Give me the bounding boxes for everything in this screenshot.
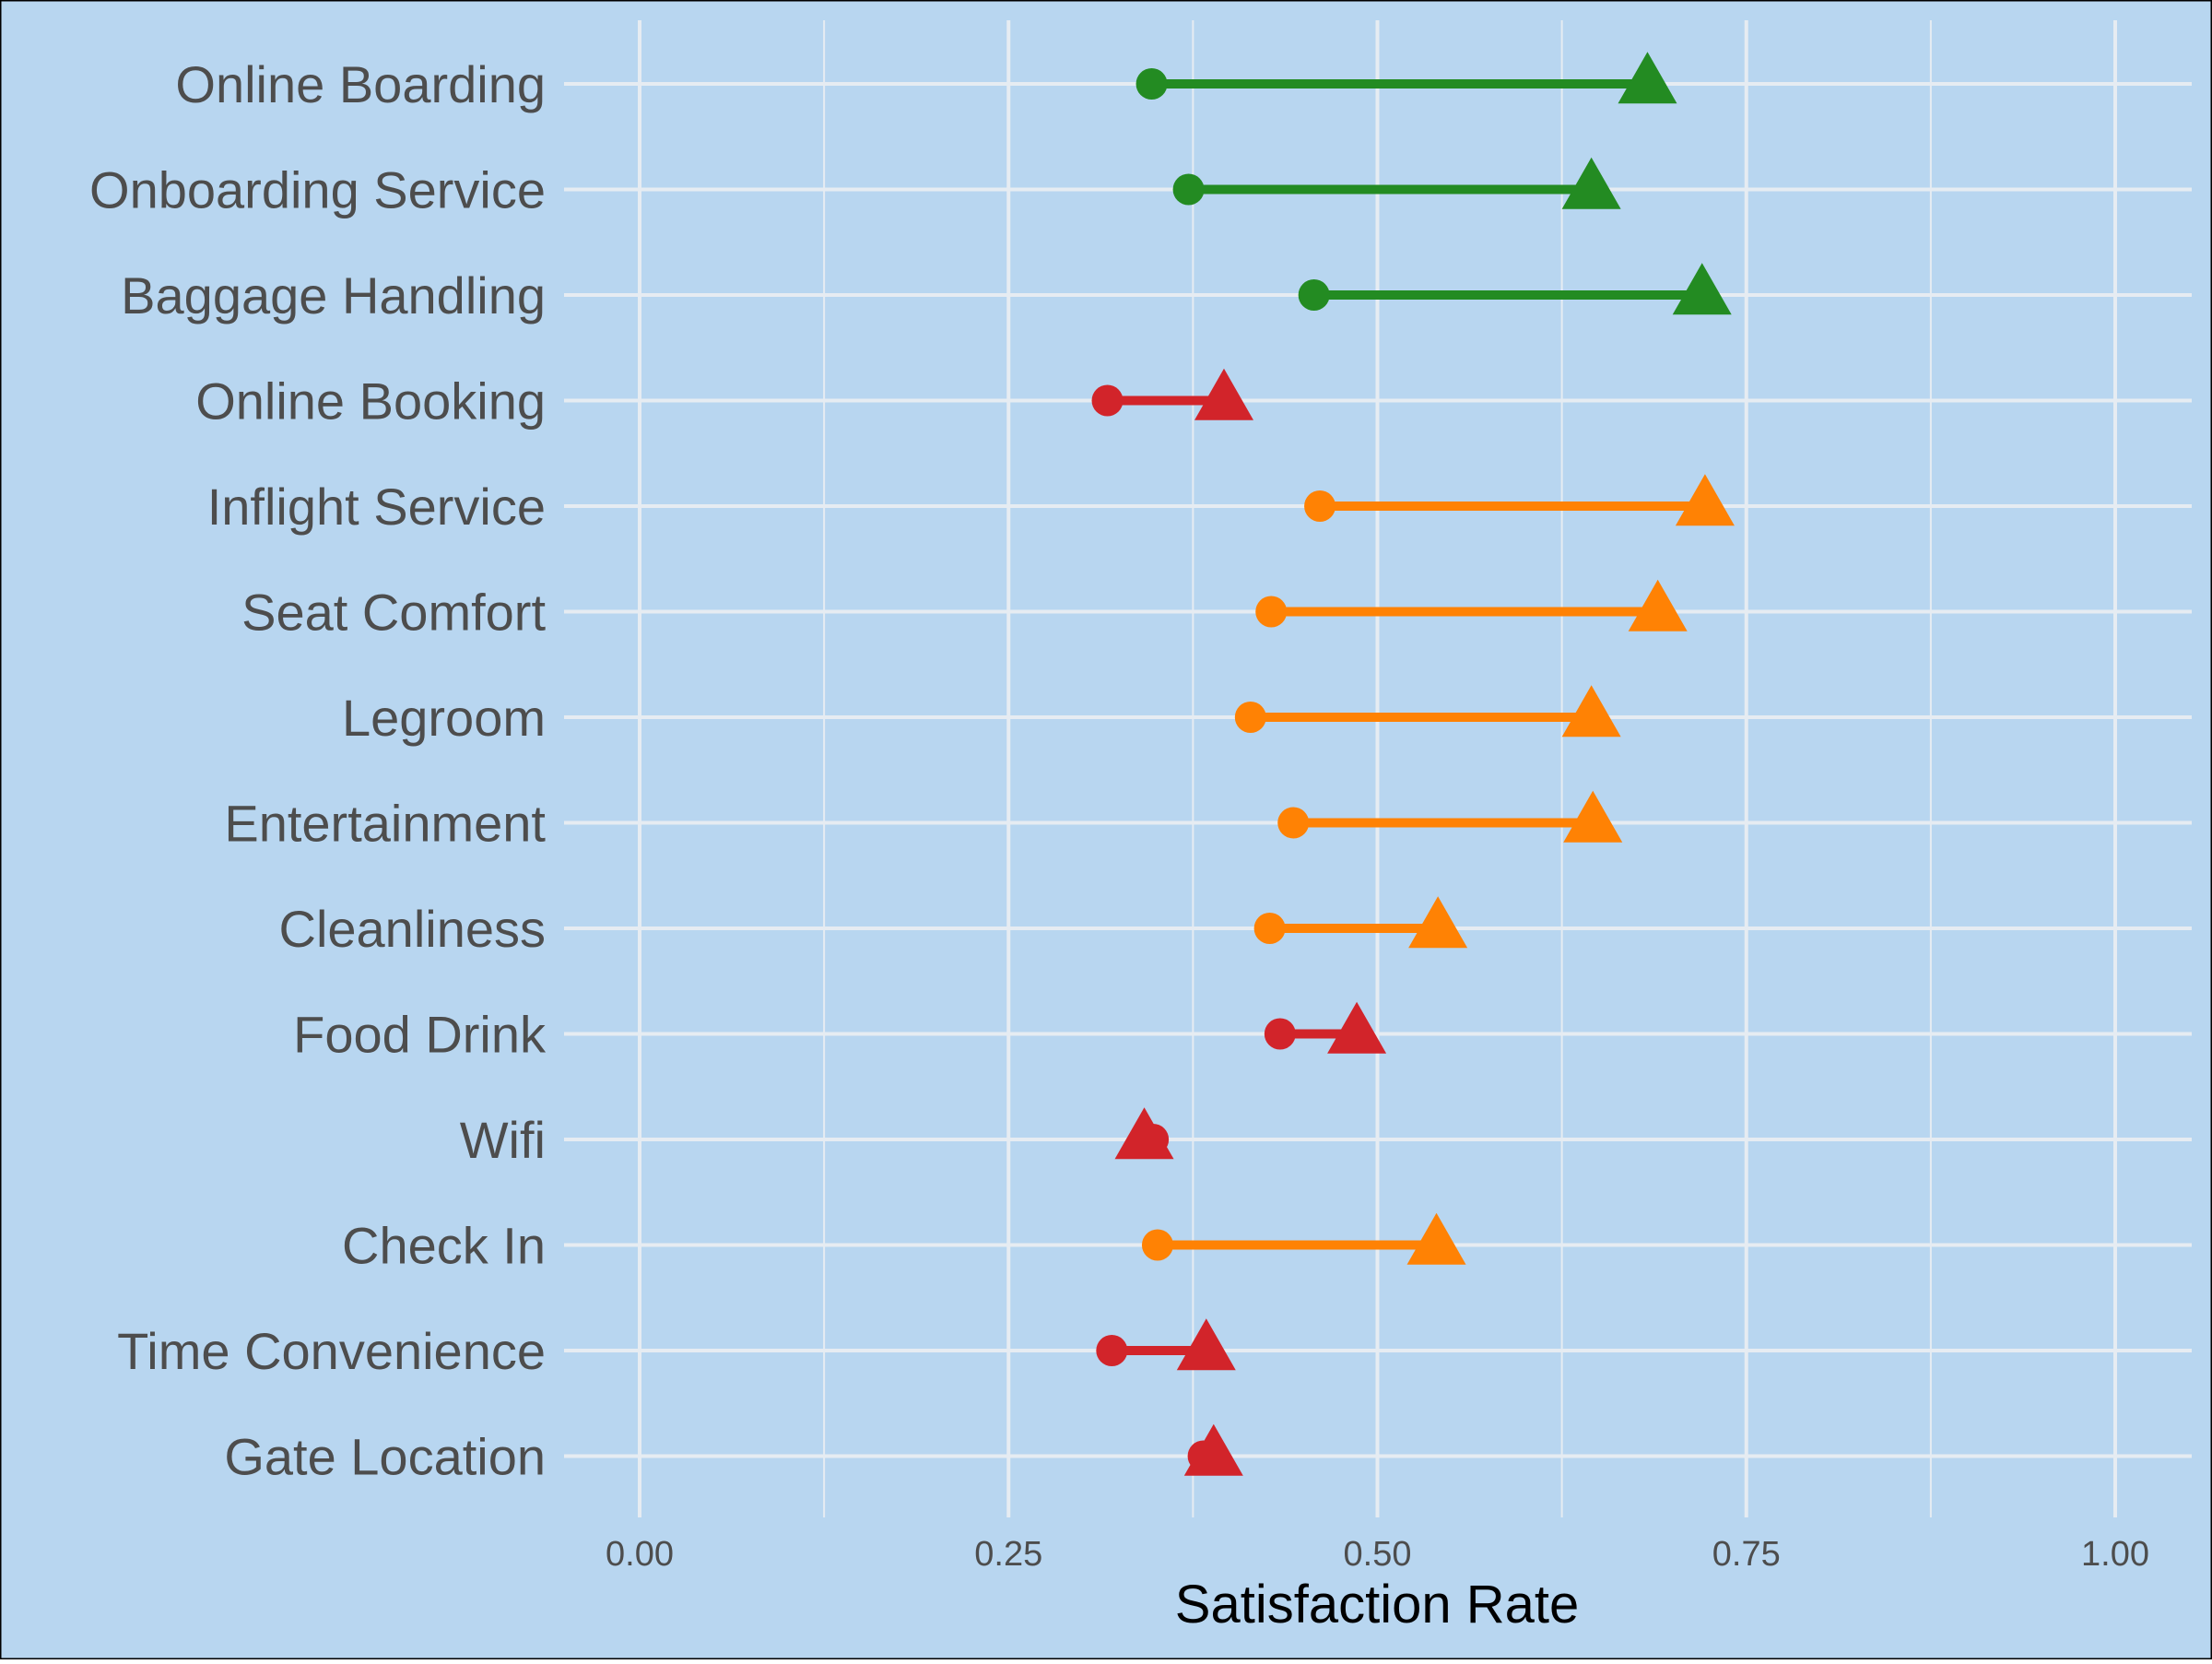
category-label: Food Drink (293, 1006, 547, 1064)
x-axis-title: Satisfaction Rate (1175, 1575, 1579, 1634)
end-point-triangle (1114, 1107, 1174, 1160)
end-point-triangle (1408, 896, 1468, 949)
x-tick-label: 0.25 (974, 1535, 1042, 1574)
category-label: Seat Comfort (241, 584, 546, 642)
start-point-circle (1172, 173, 1205, 206)
start-point-circle (1135, 68, 1168, 100)
end-point-triangle (1672, 263, 1732, 315)
end-point-triangle (1194, 368, 1253, 420)
start-point-circle (1234, 702, 1266, 733)
end-point-triangle (1675, 474, 1735, 526)
category-label: Check In (342, 1217, 546, 1275)
start-point-circle (1304, 490, 1336, 522)
end-point-triangle (1176, 1318, 1236, 1371)
x-tick-label: 0.00 (606, 1535, 674, 1574)
category-label: Time Convenience (117, 1322, 546, 1380)
data-marks (1091, 52, 1735, 1476)
x-tick-label: 0.75 (1712, 1535, 1781, 1574)
start-point-circle (1264, 1018, 1296, 1050)
x-tick-label: 0.50 (1344, 1535, 1412, 1574)
start-point-circle (1141, 1229, 1173, 1261)
start-point-circle (1091, 384, 1124, 417)
end-point-triangle (1183, 1423, 1243, 1476)
end-point-triangle (1628, 579, 1688, 631)
end-point-triangle (1618, 52, 1677, 104)
category-label: Cleanliness (279, 900, 547, 958)
category-label: Inflight Service (207, 478, 546, 536)
end-point-triangle (1563, 790, 1623, 843)
category-label: Baggage Handling (121, 266, 546, 325)
start-point-circle (1096, 1335, 1128, 1366)
category-label: Entertainment (224, 795, 546, 853)
category-label: Gate Location (224, 1428, 546, 1486)
category-label: Onboarding Service (89, 161, 546, 219)
start-point-circle (1277, 807, 1310, 839)
end-point-triangle (1406, 1212, 1466, 1265)
start-point-circle (1253, 913, 1286, 944)
category-labels: Online Boarding Onboarding Service Baggage… (89, 55, 547, 1486)
end-point-triangle (1561, 157, 1621, 209)
x-tick-label: 1.00 (2081, 1535, 2149, 1574)
x-tick-labels: 0.00 0.25 0.50 0.75 1.00 (606, 1535, 2149, 1574)
start-point-circle (1255, 596, 1288, 628)
start-point-circle (1298, 279, 1330, 311)
category-label: Legroom (342, 689, 546, 747)
category-label: Wifi (460, 1111, 546, 1169)
end-point-triangle (1327, 1001, 1387, 1054)
category-label: Online Booking (195, 372, 546, 431)
category-label: Online Boarding (175, 55, 546, 113)
end-point-triangle (1561, 685, 1621, 738)
